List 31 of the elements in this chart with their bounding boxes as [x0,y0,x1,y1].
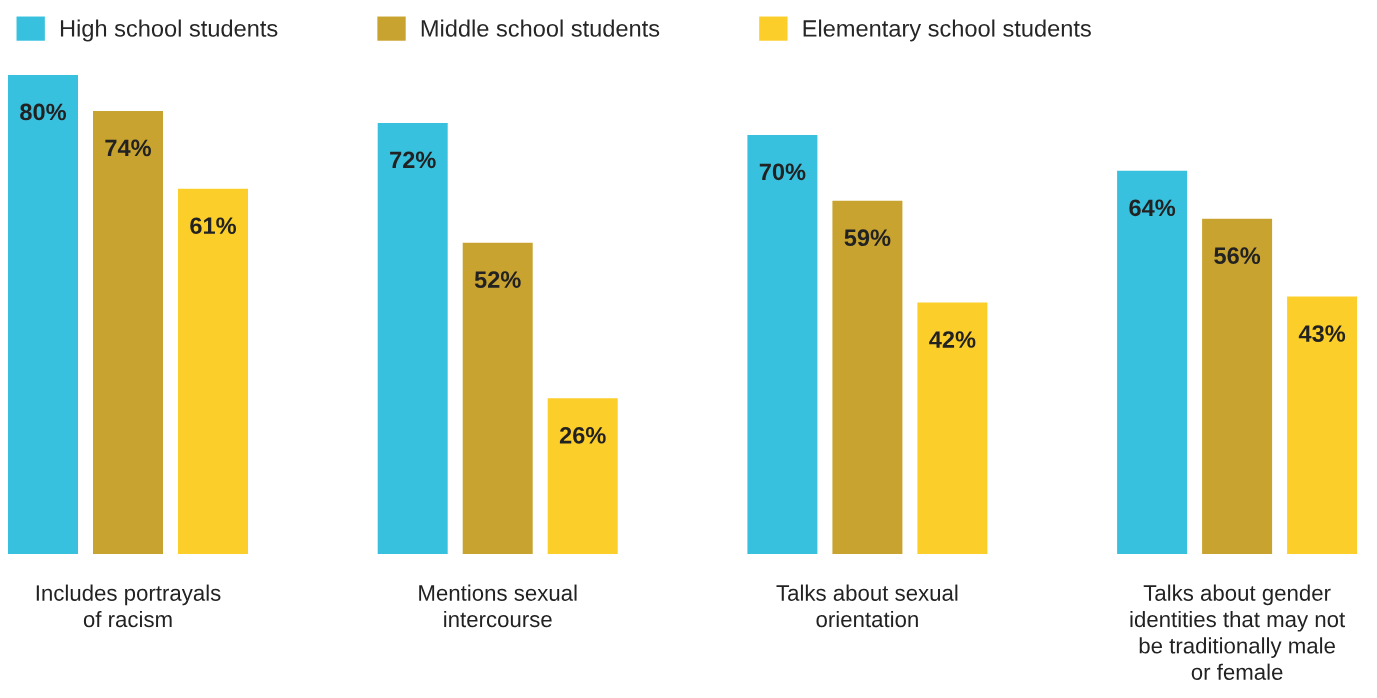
bar [377,122,448,554]
legend-label: Middle school students [421,19,660,37]
bar [1287,296,1358,554]
legend-label: High school students [60,19,278,42]
data-label: 64% [1129,199,1176,217]
bar [747,134,818,554]
bar [1117,170,1188,554]
data-label: 56% [1214,247,1261,265]
data-label: 61% [190,217,237,235]
legend-label: Elementary school students [803,19,1091,42]
bar [8,75,78,554]
data-label: 70% [759,163,806,181]
bar [917,302,988,554]
x-tick-label: Talks about sexual orientation [776,584,958,628]
bar [93,110,163,554]
x-tick-label: Talks about gender identities that may not be traditionally male or female [1130,584,1346,680]
bar [547,398,618,554]
data-label: 26% [559,426,606,444]
data-label: 80% [20,103,67,121]
data-label: 52% [474,271,521,288]
bar [832,200,903,554]
data-label: 72% [390,151,436,169]
bar [462,242,533,554]
x-tick-label: Includes portrayals of racism [36,584,221,628]
data-label: 74% [105,139,152,157]
data-label: 43% [1298,325,1346,342]
bar [1202,218,1273,554]
data-label: 59% [844,229,891,247]
bar [178,188,248,554]
data-label: 42% [929,331,976,348]
x-tick-label: Mentions sexual intercourse [419,584,577,628]
